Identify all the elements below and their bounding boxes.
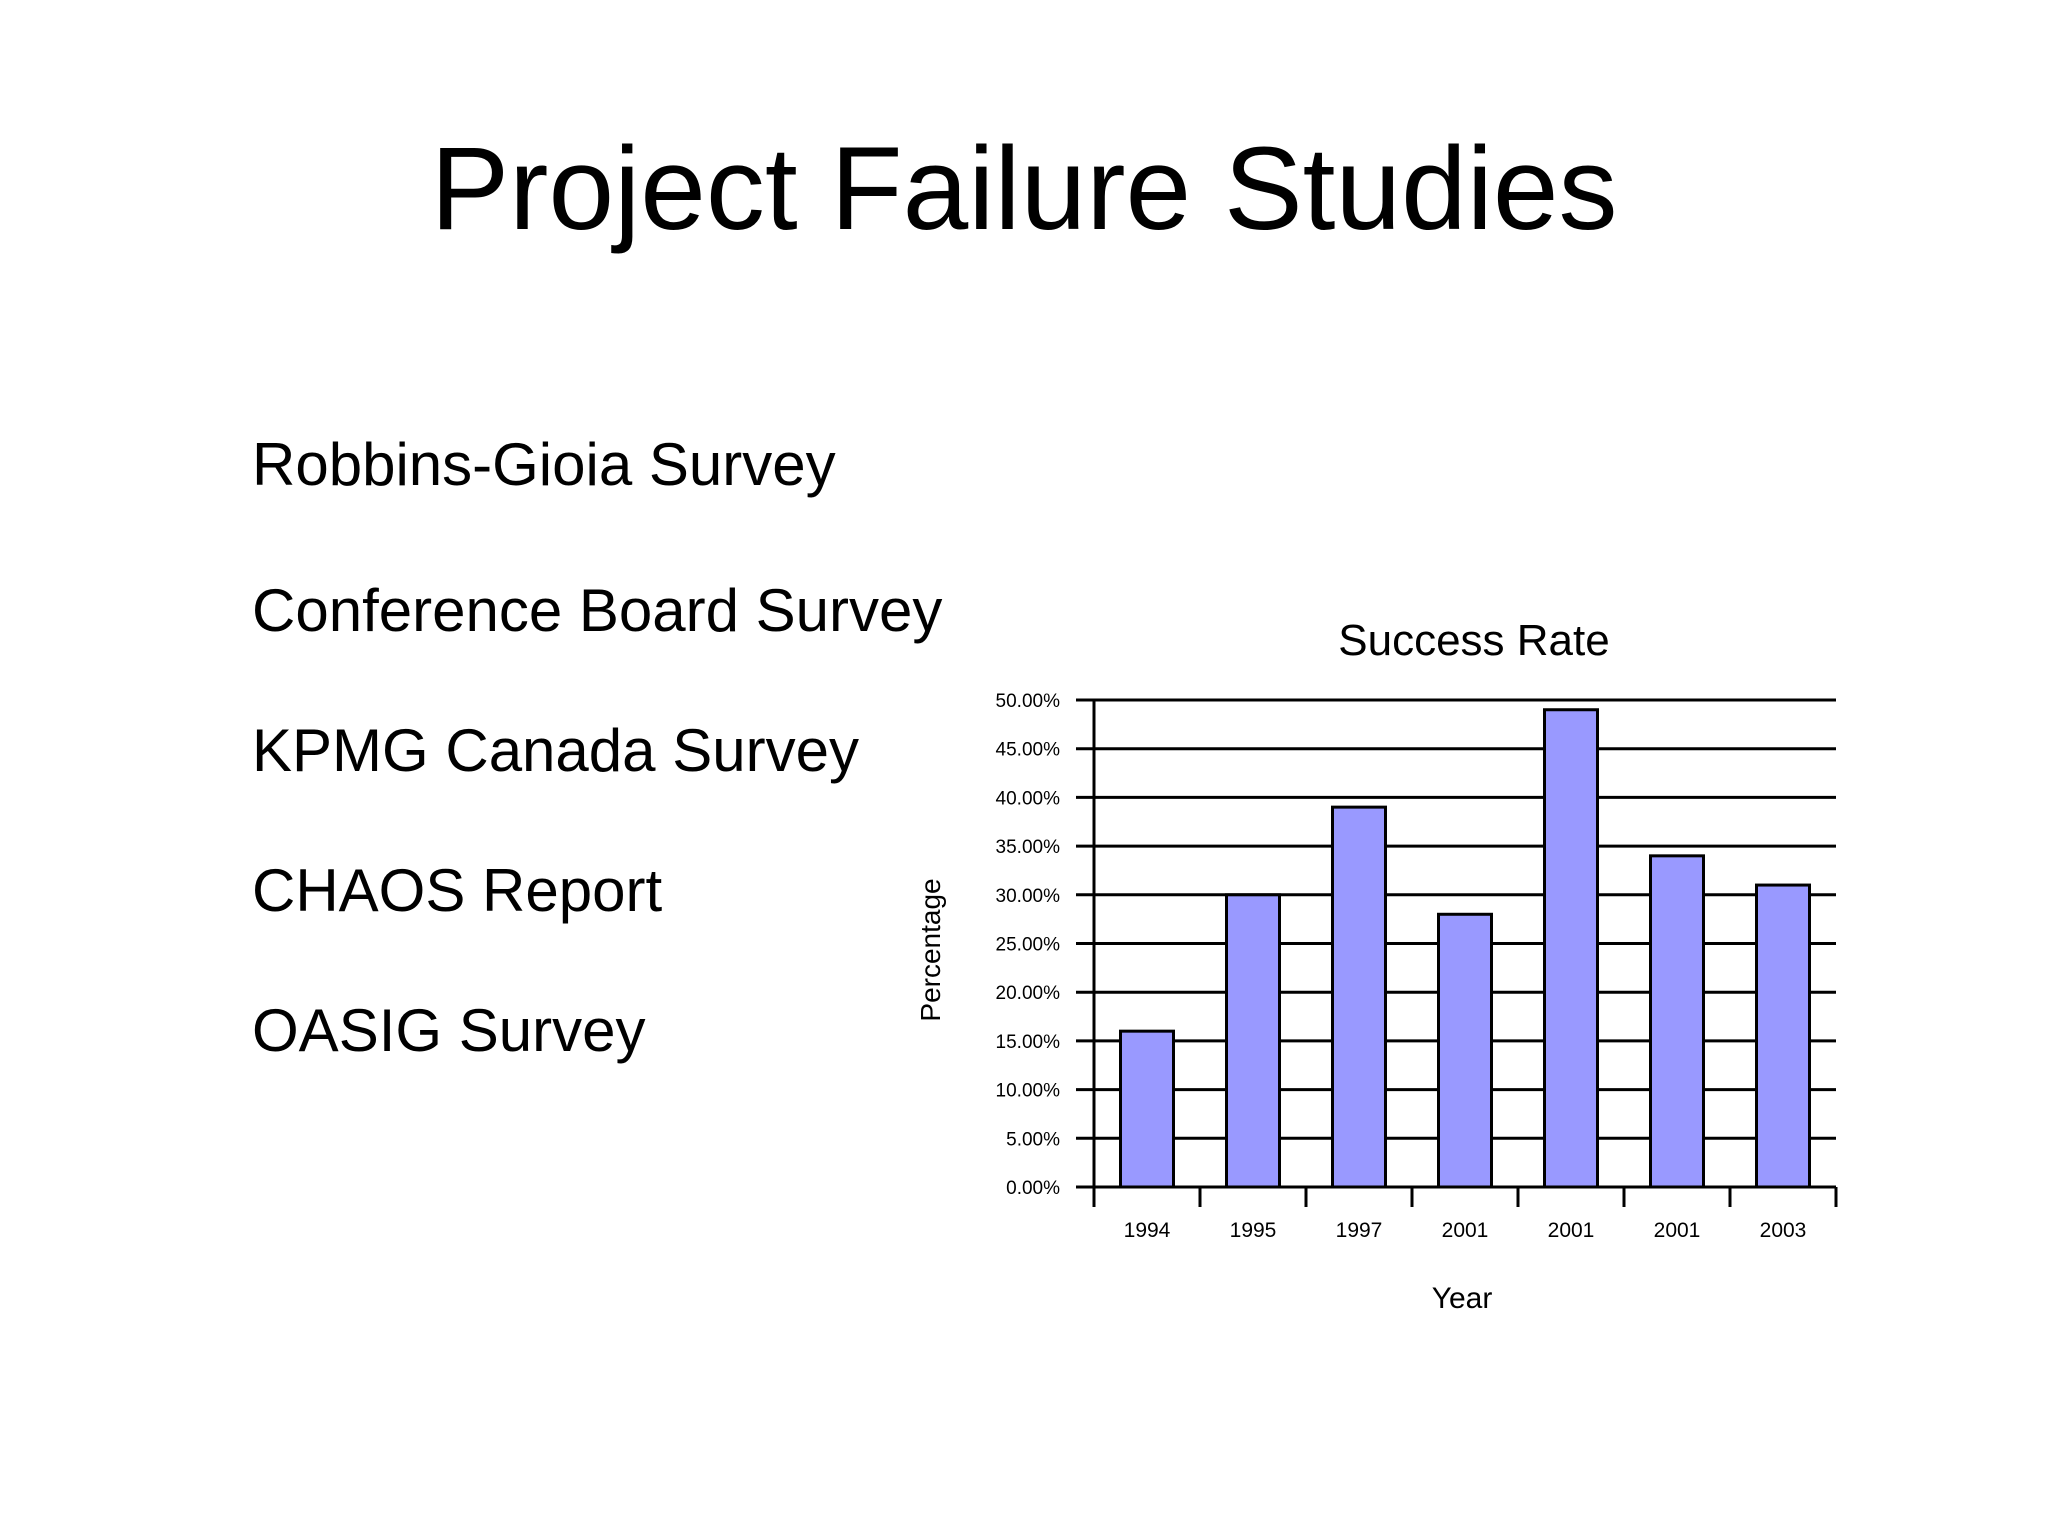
chart-x-tick-label: 2001 bbox=[1548, 1219, 1595, 1242]
chart-y-tick-label: 30.00% bbox=[996, 886, 1061, 907]
chart-y-axis-label: Percentage bbox=[915, 878, 946, 1021]
slide-title: Project Failure Studies bbox=[430, 123, 1618, 255]
chart-y-tick-label: 50.00% bbox=[996, 691, 1061, 712]
chart-bar bbox=[1225, 893, 1281, 1189]
chart-y-tick-label: 5.00% bbox=[1006, 1129, 1060, 1150]
chart-y-tick-label: 10.00% bbox=[996, 1081, 1061, 1102]
chart-title: Success Rate bbox=[1338, 616, 1609, 665]
chart-y-tick-label: 45.00% bbox=[996, 740, 1061, 761]
chart-y-tick-label: 0.00% bbox=[1006, 1178, 1060, 1199]
chart-x-tick-label: 1997 bbox=[1336, 1219, 1383, 1242]
chart-x-tick-label: 2001 bbox=[1654, 1219, 1701, 1242]
chart-bar bbox=[1543, 708, 1599, 1189]
chart-y-tick-label: 25.00% bbox=[996, 935, 1061, 956]
chart-bars bbox=[1119, 708, 1811, 1189]
chart-y-tick-label: 35.00% bbox=[996, 837, 1061, 858]
chart-bar bbox=[1755, 883, 1811, 1189]
chart-bar bbox=[1119, 1029, 1175, 1189]
survey-item-robbins-gioia: Robbins-Gioia Survey bbox=[252, 431, 836, 498]
chart-y-tick-label: 15.00% bbox=[996, 1032, 1061, 1053]
chart-x-axis-label: Year bbox=[1432, 1282, 1493, 1315]
chart-bar bbox=[1437, 912, 1493, 1189]
survey-item-kpmg-canada: KPMG Canada Survey bbox=[252, 717, 859, 784]
chart-x-tick-label: 1995 bbox=[1230, 1219, 1277, 1242]
survey-item-chaos-report: CHAOS Report bbox=[252, 857, 663, 924]
chart-x-tick-label: 1994 bbox=[1124, 1219, 1171, 1242]
survey-item-oasig: OASIG Survey bbox=[252, 997, 646, 1064]
chart-bar bbox=[1331, 805, 1387, 1189]
chart-y-tick-label: 20.00% bbox=[996, 983, 1061, 1004]
chart-x-axis bbox=[1092, 1185, 1838, 1207]
survey-item-conference-board: Conference Board Survey bbox=[252, 577, 943, 644]
chart-x-tick-label: 2003 bbox=[1760, 1219, 1807, 1242]
chart-y-tick-labels: 0.00% 5.00% 10.00% 15.00% 20.00% 25.00% 30.00%… bbox=[996, 691, 1061, 1199]
chart-x-tick-label: 2001 bbox=[1442, 1219, 1489, 1242]
chart-x-tick-labels: 1994 1995 1997 2001 2001 2001 2003 bbox=[1124, 1219, 1807, 1242]
chart-y-tick-label: 40.00% bbox=[996, 788, 1061, 809]
chart-bar bbox=[1649, 854, 1705, 1189]
